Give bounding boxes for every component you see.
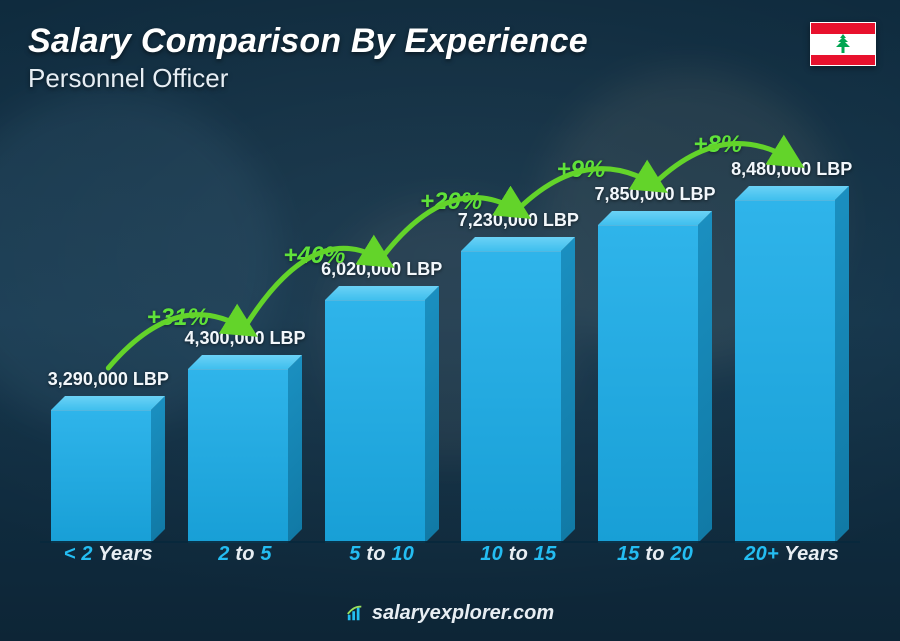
x-category: 15 to 20 xyxy=(587,543,724,573)
title-block: Salary Comparison By Experience Personne… xyxy=(28,22,588,94)
bar: 7,850,000 LBP xyxy=(598,211,712,543)
footer: salaryexplorer.com xyxy=(0,602,900,628)
x-category: 20+ Years xyxy=(723,543,860,573)
x-category: 2 to 5 xyxy=(177,543,314,573)
country-flag-lebanon xyxy=(810,22,876,66)
flag-mid xyxy=(811,34,875,55)
value-label: 3,290,000 LBP xyxy=(48,369,169,390)
x-category: 10 to 15 xyxy=(450,543,587,573)
value-label: 7,850,000 LBP xyxy=(594,184,715,205)
x-category: < 2 Years xyxy=(40,543,177,573)
value-label: 8,480,000 LBP xyxy=(731,159,852,180)
chart-stage: Salary Comparison By Experience Personne… xyxy=(0,0,900,641)
plot-area: 3,290,000 LBP4,300,000 LBP6,020,000 LBP7… xyxy=(40,110,860,543)
x-category: 5 to 10 xyxy=(313,543,450,573)
footer-text: salaryexplorer.com xyxy=(372,602,554,625)
pct-change-label: +9% xyxy=(557,156,606,184)
bar: 3,290,000 LBP xyxy=(51,396,165,543)
pct-change-label: +31% xyxy=(147,304,209,332)
bar: 8,480,000 LBP xyxy=(735,186,849,543)
pct-change-label: +40% xyxy=(283,242,345,270)
bar: 4,300,000 LBP xyxy=(188,355,302,543)
x-axis: < 2 Years2 to 55 to 1010 to 1515 to 2020… xyxy=(40,543,860,573)
pct-change-label: +8% xyxy=(693,131,742,159)
bar: 6,020,000 LBP xyxy=(325,286,439,543)
cedar-tree-icon xyxy=(830,33,856,55)
bar: 7,230,000 LBP xyxy=(461,237,575,543)
bar-column: 7,850,000 LBP xyxy=(587,110,724,543)
logo-icon xyxy=(346,604,364,622)
chart-subtitle: Personnel Officer xyxy=(28,63,588,94)
flag-stripe-top xyxy=(811,23,875,34)
chart-title: Salary Comparison By Experience xyxy=(28,22,588,61)
flag-stripe-bottom xyxy=(811,55,875,66)
bar-column: 8,480,000 LBP xyxy=(723,110,860,543)
bar-chart: 3,290,000 LBP4,300,000 LBP6,020,000 LBP7… xyxy=(40,110,860,573)
pct-change-label: +20% xyxy=(420,188,482,216)
bar-column: 6,020,000 LBP xyxy=(313,110,450,543)
